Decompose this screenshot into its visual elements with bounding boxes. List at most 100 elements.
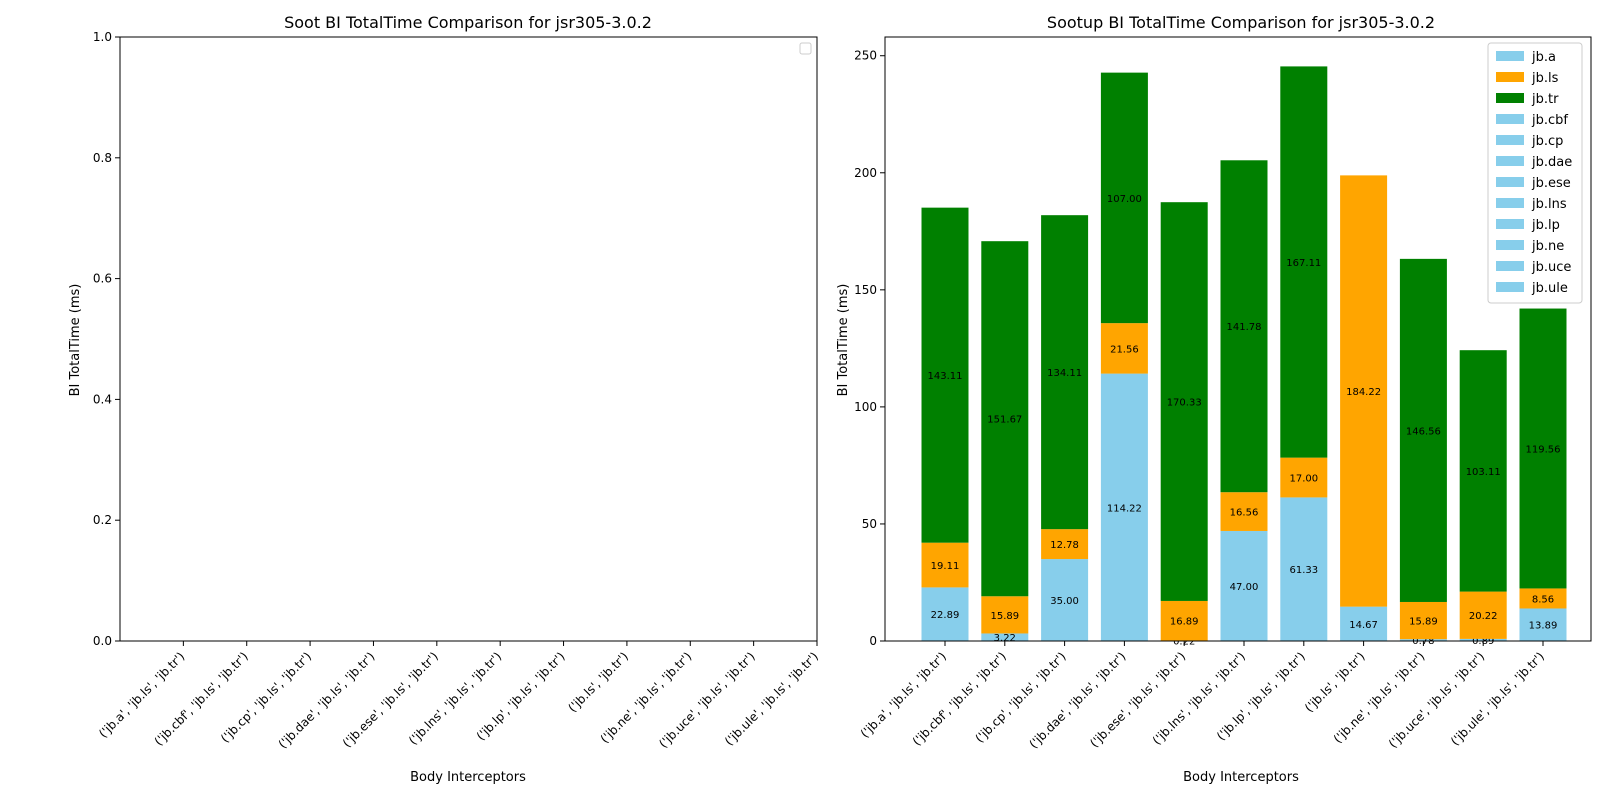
- sootup-y-tick-label: 200: [854, 166, 877, 180]
- sootup-bar-segment: [921, 542, 969, 588]
- sootup-legend-swatch: [1496, 114, 1524, 124]
- sootup-legend-label: jb.a: [1531, 50, 1556, 65]
- sootup-legend-swatch: [1496, 72, 1524, 82]
- sootup-legend-label: jb.cp: [1531, 134, 1563, 149]
- sootup-legend-label: jb.uce: [1531, 260, 1571, 275]
- sootup-bar-value-label: 170.33: [1167, 398, 1202, 409]
- soot-y-tick-label: 1.0: [93, 30, 112, 44]
- sootup-bar-segment: [1280, 457, 1328, 498]
- sootup-bar-value-label: 15.89: [1409, 617, 1438, 628]
- sootup-legend-label: jb.lns: [1531, 197, 1567, 212]
- sootup-bar-value-label: 15.89: [990, 611, 1019, 622]
- sootup-bar-segment: [1100, 72, 1148, 324]
- sootup-legend-swatch: [1496, 261, 1524, 271]
- sootup-legend-label: jb.dae: [1531, 155, 1572, 170]
- soot-x-axis-label: Body Interceptors: [410, 770, 526, 785]
- sootup-bar-value-label: 13.89: [1529, 621, 1558, 632]
- sootup-bar-value-label: 14.67: [1349, 620, 1378, 631]
- sootup-legend-label: jb.ls: [1531, 71, 1559, 86]
- sootup-legend-swatch: [1496, 93, 1524, 103]
- sootup-y-axis-label: BI TotalTime (ms): [836, 284, 851, 397]
- sootup-bar-segment: [1340, 175, 1388, 607]
- sootup-legend-swatch: [1496, 177, 1524, 187]
- sootup-bar-segment: [1280, 497, 1328, 641]
- sootup-x-tick-label: ('jb.ls', 'jb.tr'): [1302, 649, 1368, 715]
- sootup-bar-segment: [921, 587, 969, 641]
- sootup-bar-segment: [1220, 160, 1268, 493]
- soot-y-tick-label: 0.8: [93, 151, 112, 165]
- sootup-bar-value-label: 134.11: [1047, 368, 1082, 379]
- sootup-bar-value-label: 151.67: [987, 415, 1022, 426]
- sootup-bars: 22.89 19.11 143.11 3.22 15.89 151.67 35.00 12.7…: [921, 66, 1567, 648]
- sootup-legend-label: jb.tr: [1531, 92, 1559, 107]
- sootup-bar-value-label: 20.22: [1469, 611, 1498, 622]
- sootup-bar-value-label: 61.33: [1289, 565, 1318, 576]
- sootup-bar-segment: [1100, 373, 1148, 641]
- sootup-bar-segment: [1041, 559, 1089, 641]
- sootup-bar-value-label: 35.00: [1050, 596, 1079, 607]
- sootup-bar-segment: [1160, 600, 1208, 641]
- sootup-bar-value-label: 141.78: [1227, 322, 1262, 333]
- sootup-bar-segment: [1399, 258, 1447, 602]
- soot-y-tick-label: 0.4: [93, 392, 112, 406]
- soot-y-axis-label: BI TotalTime (ms): [68, 284, 83, 397]
- sootup-y-tick-label: 150: [854, 283, 877, 297]
- sootup-legend-swatch: [1496, 51, 1524, 61]
- sootup-bar-value-label: 119.56: [1526, 444, 1561, 455]
- sootup-bar-value-label: 3.22: [994, 633, 1016, 644]
- soot-ticks: 0.00.20.40.60.81.0('jb.a', 'jb.ls', 'jb.…: [93, 30, 821, 751]
- sootup-bar-segment: [1399, 639, 1447, 641]
- sootup-bar-segment: [1459, 350, 1507, 592]
- soot-chart-title: Soot BI TotalTime Comparison for jsr305-…: [284, 13, 652, 32]
- sootup-bar-value-label: 17.00: [1289, 474, 1318, 485]
- sootup-bar-segment: [1280, 66, 1328, 458]
- sootup-bar-value-label: 8.56: [1532, 594, 1554, 605]
- sootup-legend-swatch: [1496, 198, 1524, 208]
- soot-y-tick-label: 0.2: [93, 513, 112, 527]
- sootup-bar-segment: [1459, 591, 1507, 639]
- sootup-y-tick-label: 0: [869, 634, 877, 648]
- sootup-bar-segment: [1519, 588, 1567, 609]
- sootup-bar-value-label: 114.22: [1107, 503, 1142, 514]
- sootup-plot-frame: [884, 36, 1592, 642]
- sootup-bar-segment: [1459, 638, 1507, 641]
- sootup-bar-segment: [1220, 492, 1268, 531]
- sootup-bar-segment: [1100, 323, 1148, 374]
- sootup-bar-value-label: 21.56: [1110, 344, 1139, 355]
- sootup-legend-swatch: [1496, 156, 1524, 166]
- sootup-legend-swatch: [1496, 219, 1524, 229]
- soot-y-tick-label: 0.0: [93, 634, 112, 648]
- sootup-y-tick-label: 50: [862, 517, 877, 531]
- sootup-chart: Sootup BI TotalTime Comparison for jsr30…: [836, 13, 1592, 785]
- sootup-legend-frame: [1487, 42, 1583, 304]
- sootup-legend-label: jb.ese: [1531, 176, 1571, 191]
- sootup-bar-segment: [1519, 308, 1567, 589]
- sootup-bar-segment: [1399, 601, 1447, 640]
- sootup-legend: jb.a jb.ls jb.tr jb.cbf jb.cp jb.dae jb.ese jb.…: [1487, 42, 1583, 304]
- sootup-legend-label: jb.ule: [1531, 281, 1568, 296]
- sootup-bar-segment: [981, 633, 1029, 641]
- sootup-bar-value-label: 184.22: [1346, 387, 1381, 398]
- sootup-bar-segment: [1160, 202, 1208, 601]
- sootup-bar-value-label: 16.89: [1170, 617, 1199, 628]
- sootup-legend-swatch: [1496, 240, 1524, 250]
- sootup-bar-value-label: 143.11: [928, 371, 963, 382]
- soot-legend-box: [799, 42, 812, 55]
- sootup-bar-segment: [1519, 608, 1567, 641]
- sootup-bar-value-label: 16.56: [1230, 508, 1259, 519]
- sootup-bar-value-label: 103.11: [1466, 467, 1501, 478]
- sootup-bar-segment: [1041, 529, 1089, 560]
- sootup-bar-segment: [981, 596, 1029, 634]
- sootup-y-tick-label: 100: [854, 400, 877, 414]
- sootup-legend-label: jb.cbf: [1531, 113, 1568, 128]
- soot-chart: Soot BI TotalTime Comparison for jsr305-…: [68, 13, 821, 785]
- sootup-legend-label: jb.ne: [1531, 239, 1564, 254]
- soot-plot-frame: [119, 36, 818, 642]
- sootup-bar-value-label: 107.00: [1107, 194, 1142, 205]
- sootup-bar-segment: [921, 207, 969, 543]
- sootup-chart-title: Sootup BI TotalTime Comparison for jsr30…: [1047, 13, 1435, 32]
- sootup-y-tick-label: 250: [854, 49, 877, 63]
- sootup-bar-value-label: 22.89: [931, 610, 960, 621]
- soot-y-tick-label: 0.6: [93, 272, 112, 286]
